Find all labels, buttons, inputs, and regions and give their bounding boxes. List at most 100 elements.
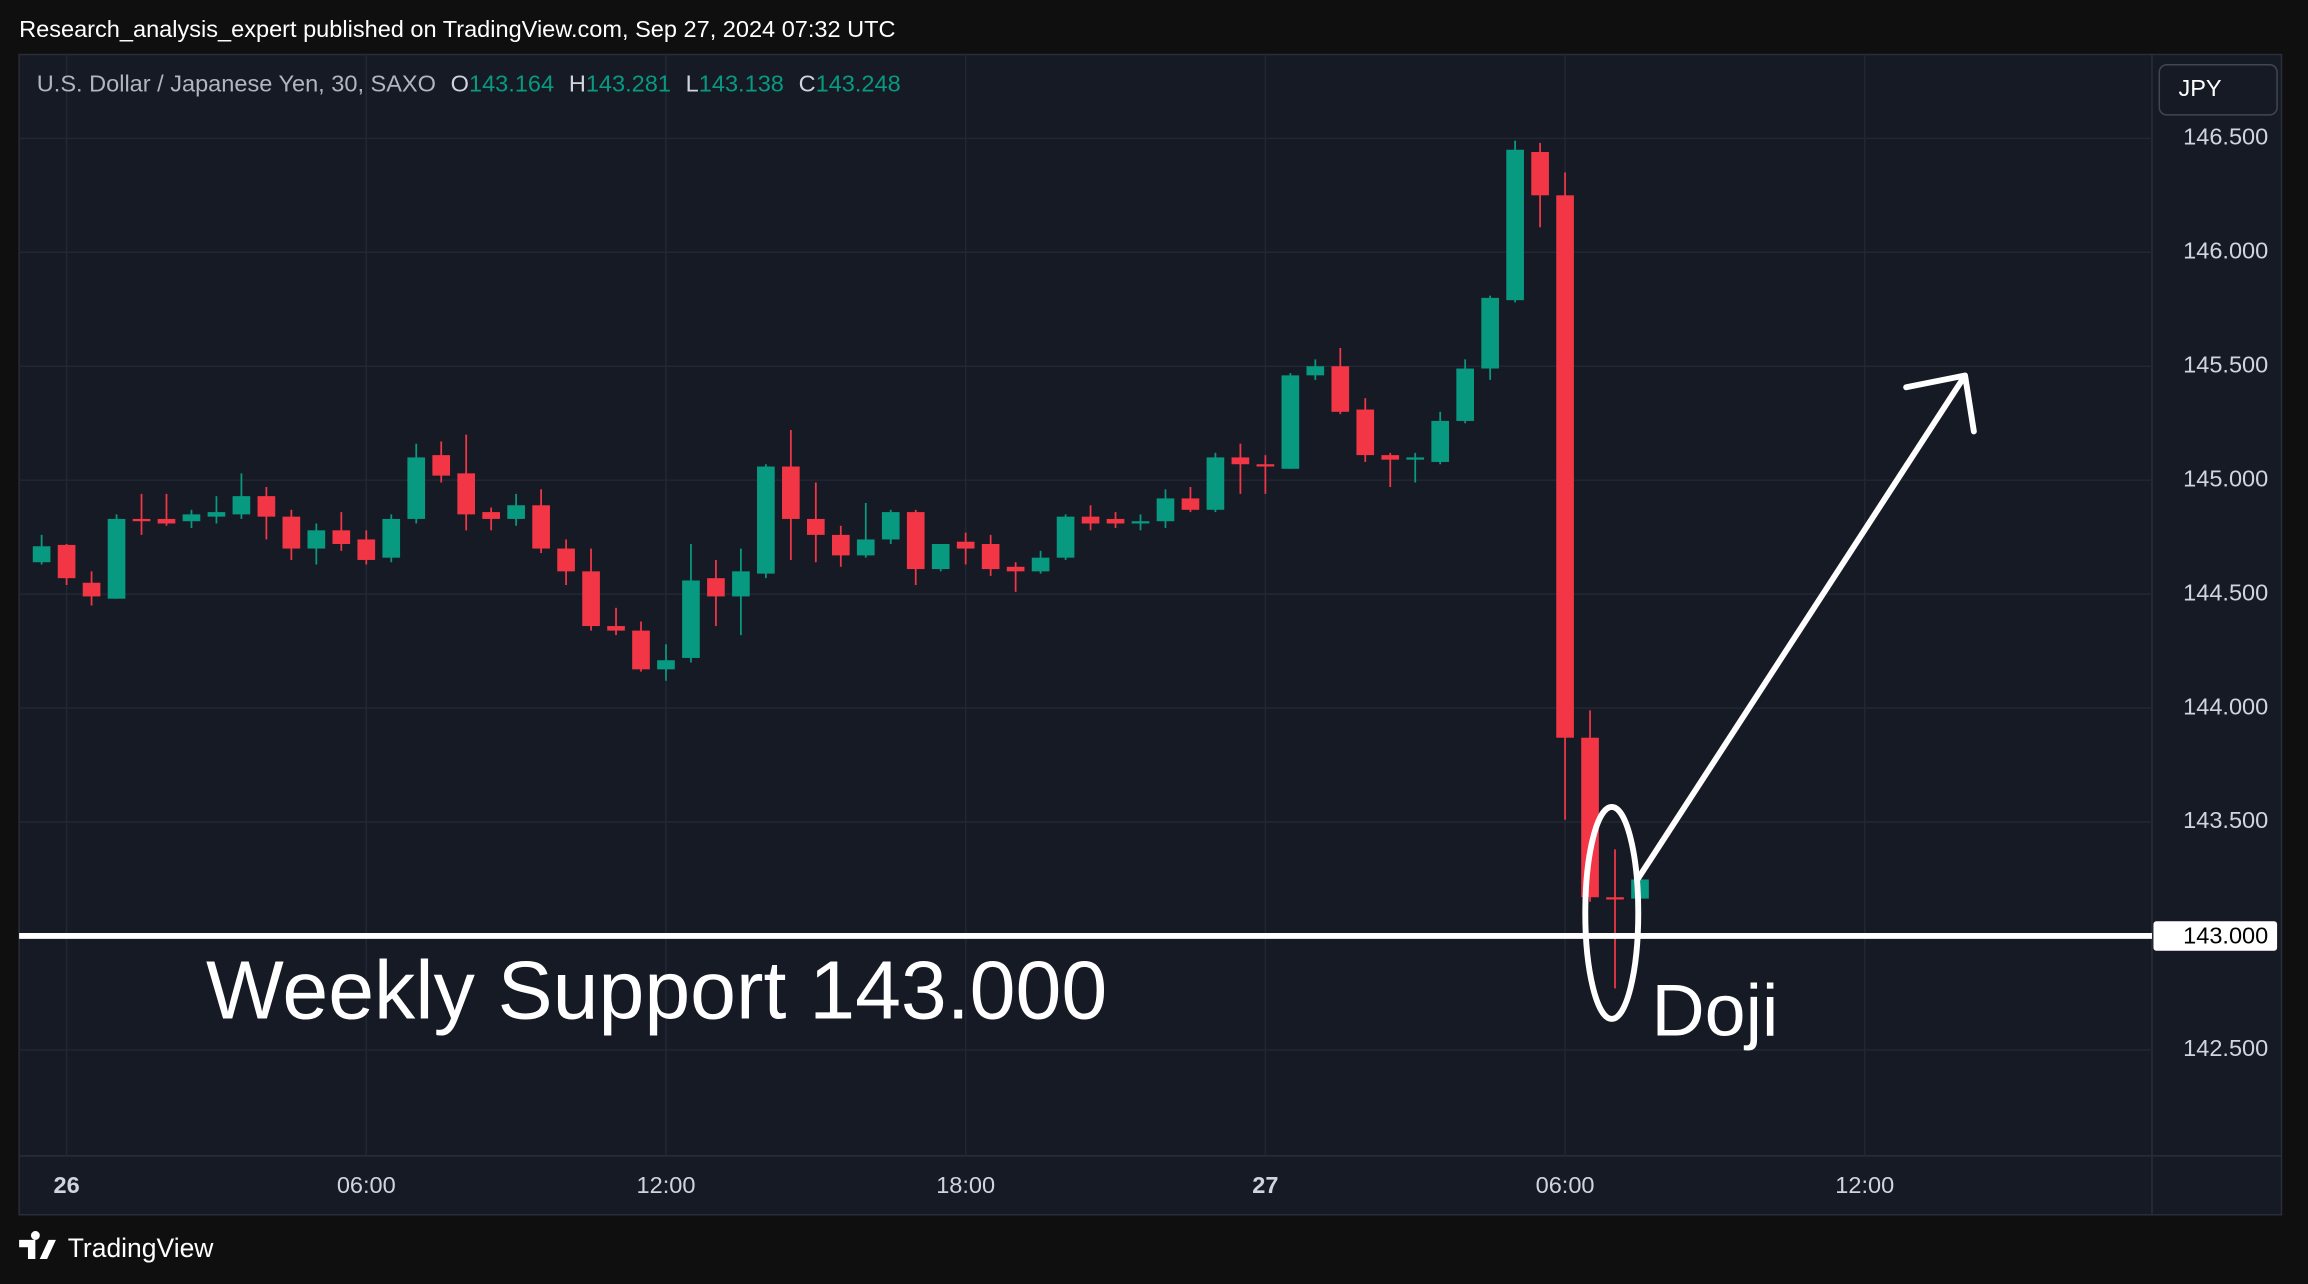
candle-body (232, 496, 251, 515)
candle-body (632, 630, 650, 670)
candle-body (282, 516, 301, 549)
candle-body (1006, 566, 1025, 572)
candle-body (507, 505, 525, 519)
candle-body (831, 534, 850, 556)
candle-body (82, 582, 101, 597)
x-tick-label: 06:00 (337, 1172, 396, 1198)
candle-body (1506, 149, 1524, 301)
candle-body (981, 543, 1000, 570)
candle-body (1281, 375, 1300, 469)
candle-body (257, 496, 276, 517)
ohlc-letter: H (569, 71, 586, 97)
candle-body (1356, 409, 1375, 456)
candle-body (357, 539, 376, 560)
candle-body (1331, 366, 1350, 412)
candle-body (956, 541, 975, 549)
candle-body (107, 518, 126, 599)
candle-body (307, 530, 326, 549)
support-annotation: Weekly Support 143.000 (206, 945, 1107, 1037)
ohlc-letter: C (799, 71, 816, 97)
currency-box[interactable] (2158, 64, 2278, 116)
candle-body (757, 466, 775, 574)
candle-body (607, 626, 625, 631)
candle-body (1256, 464, 1275, 467)
grid (19, 54, 2152, 1156)
doji-annotation: Doji (1652, 968, 1779, 1051)
candle-body (1306, 366, 1325, 376)
candle-body (1206, 457, 1225, 510)
candle-body (1406, 457, 1425, 460)
candle-body (732, 571, 750, 597)
ohlc-value: 143.248 (816, 71, 901, 97)
candle-body (1181, 498, 1200, 510)
candle-body (806, 518, 825, 535)
candle-body (482, 512, 500, 519)
candle-body (382, 518, 401, 558)
arrow-head (1903, 372, 1977, 435)
support-price-box (2153, 921, 2278, 951)
candle-body (657, 660, 675, 670)
candle-body (182, 514, 201, 522)
annotations: Weekly Support 143.000 Doji (206, 372, 1977, 1051)
candle-body (582, 571, 600, 627)
candle-body (1481, 297, 1499, 369)
candle-body (132, 518, 151, 522)
y-tick-label: 143.500 (2183, 807, 2268, 833)
arrow-shaft (1634, 373, 1968, 883)
candle-body (931, 543, 950, 570)
y-tick-label: 146.500 (2183, 124, 2268, 150)
support-price-label: 143.000 (2183, 923, 2268, 949)
ohlc-letter: L (686, 71, 699, 97)
candle-body (157, 518, 176, 524)
ohlc-value: 143.164 (469, 71, 554, 97)
candle-body (1131, 521, 1150, 524)
x-tick-label: 12:00 (1835, 1172, 1894, 1198)
candle-body (1606, 897, 1624, 900)
candle-body (1531, 152, 1549, 196)
y-tick-label: 145.500 (2183, 351, 2268, 377)
candle-body (782, 466, 800, 519)
candle-body (906, 512, 925, 570)
candle-body (682, 580, 700, 658)
x-tick-label: 26 (53, 1172, 79, 1198)
candle-body (1106, 518, 1125, 524)
candle-body (856, 539, 875, 556)
doji-ellipse (1582, 803, 1642, 1022)
symbol-legend: U.S. Dollar / Japanese Yen, 30, SAXO O143… (37, 71, 901, 97)
footer-brand: TradingView (68, 1233, 215, 1263)
candle-body (1056, 516, 1075, 558)
candles (32, 140, 1649, 989)
candle-body (557, 548, 575, 572)
publish-info: Research_analysis_expert published on Tr… (19, 16, 895, 42)
candle-body (1381, 455, 1400, 460)
candle-body (1556, 195, 1574, 738)
y-tick-label: 142.500 (2183, 1035, 2268, 1061)
y-tick-label: 145.000 (2183, 465, 2268, 491)
symbol-name: U.S. Dollar / Japanese Yen, 30, SAXO (37, 71, 436, 97)
candle-body (1231, 457, 1250, 465)
candle-body (1031, 557, 1050, 572)
candle-body (207, 512, 226, 517)
candle-body (1156, 498, 1175, 522)
candle-body (332, 530, 351, 544)
currency[interactable]: JPY (2178, 75, 2221, 101)
candle-body (457, 473, 476, 515)
candle-body (1431, 420, 1450, 462)
candle-body (532, 505, 550, 549)
candle-body (881, 512, 900, 540)
ohlc-value: 143.281 (586, 71, 671, 97)
candle-body (32, 546, 51, 563)
x-tick-label: 27 (1252, 1172, 1278, 1198)
y-tick-label: 146.000 (2183, 238, 2268, 264)
x-tick-label: 12:00 (637, 1172, 696, 1198)
candle-body (407, 457, 426, 519)
candle-body (57, 544, 76, 579)
candle-body (1456, 368, 1475, 421)
candle-body (1581, 737, 1599, 898)
candle-body (432, 455, 451, 476)
candle-body (707, 578, 725, 597)
x-tick-label: 18:00 (936, 1172, 995, 1198)
y-tick-label: 144.500 (2183, 579, 2268, 605)
